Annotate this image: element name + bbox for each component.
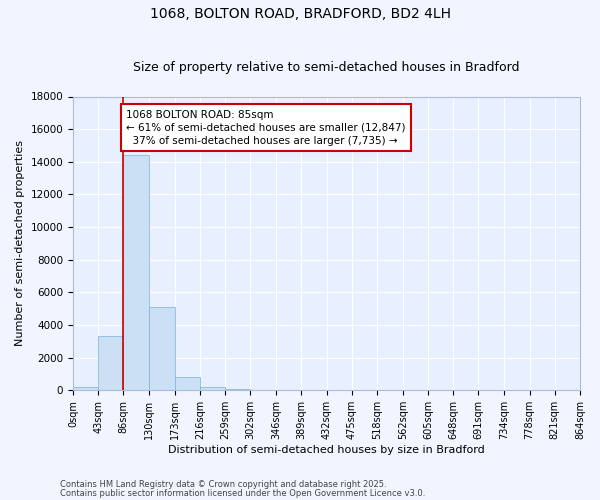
- Y-axis label: Number of semi-detached properties: Number of semi-detached properties: [15, 140, 25, 346]
- Bar: [149, 307, 175, 390]
- Bar: [200, 387, 225, 390]
- Bar: [225, 388, 250, 390]
- Bar: [124, 156, 149, 390]
- Title: Size of property relative to semi-detached houses in Bradford: Size of property relative to semi-detach…: [133, 62, 520, 74]
- X-axis label: Distribution of semi-detached houses by size in Bradford: Distribution of semi-detached houses by …: [168, 445, 485, 455]
- Bar: [73, 388, 98, 390]
- Text: Contains HM Land Registry data © Crown copyright and database right 2025.: Contains HM Land Registry data © Crown c…: [60, 480, 386, 489]
- Bar: [98, 336, 124, 390]
- Text: 1068, BOLTON ROAD, BRADFORD, BD2 4LH: 1068, BOLTON ROAD, BRADFORD, BD2 4LH: [149, 8, 451, 22]
- Text: Contains public sector information licensed under the Open Government Licence v3: Contains public sector information licen…: [60, 488, 425, 498]
- Bar: [175, 377, 200, 390]
- Text: 1068 BOLTON ROAD: 85sqm
← 61% of semi-detached houses are smaller (12,847)
  37%: 1068 BOLTON ROAD: 85sqm ← 61% of semi-de…: [126, 110, 406, 146]
